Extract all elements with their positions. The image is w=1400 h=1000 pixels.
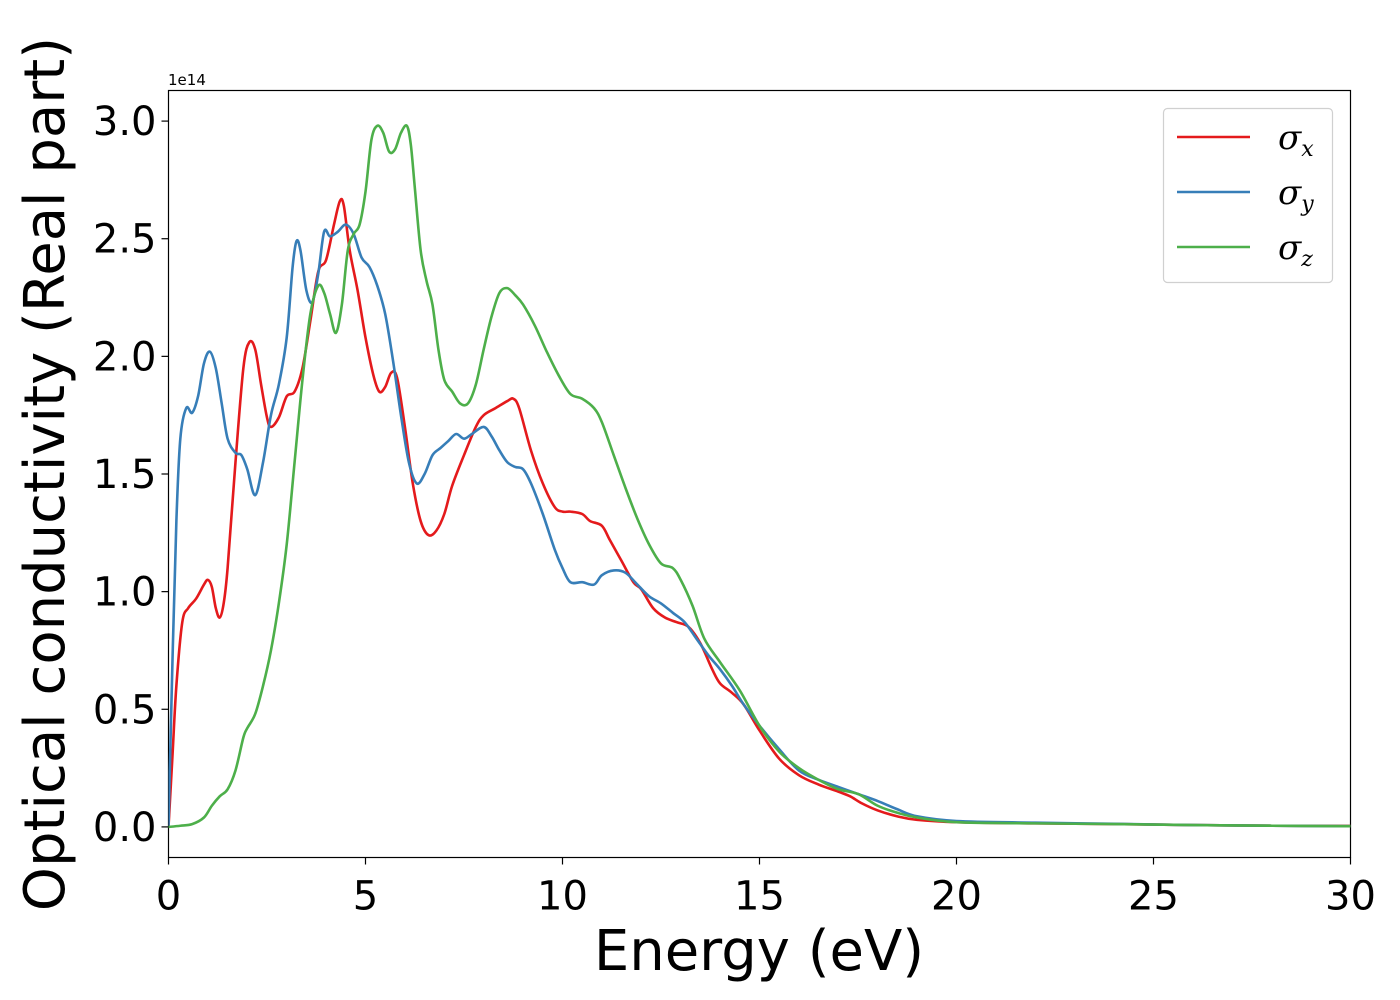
x-tick-label: 5 — [353, 874, 378, 920]
legend-box — [1162, 107, 1334, 284]
legend-label-x: σx — [1278, 118, 1314, 162]
y-tick-label: 1.0 — [93, 570, 157, 616]
x-tick-label: 0 — [156, 874, 181, 920]
plot-area: 0 5 10 15 20 25 30 0.0 0.5 1.0 1.5 2.0 2.5 3.0 — [93, 89, 1376, 920]
series-line-x — [168, 197, 1351, 828]
x-tick-label: 25 — [1128, 874, 1179, 920]
y-tick-label: 1.5 — [93, 452, 157, 498]
legend: σx σy σz — [1162, 107, 1334, 284]
series-line-z — [168, 124, 1351, 829]
legend-label-z: σz — [1278, 228, 1313, 272]
y-offset-label: 1e14 — [168, 71, 206, 89]
y-axis: 0.0 0.5 1.0 1.5 2.0 2.5 3.0 — [93, 99, 169, 851]
y-tick-label: 0.5 — [93, 687, 157, 733]
x-tick-label: 15 — [734, 874, 785, 920]
y-tick-label: 2.0 — [93, 334, 157, 380]
y-tick-label: 2.5 — [93, 217, 157, 263]
y-axis-title: Optical conductivity (Real part) — [13, 37, 78, 911]
y-tick-label: 0.0 — [93, 805, 157, 851]
x-axis-title: Energy (eV) — [594, 919, 924, 984]
legend-label-y: σy — [1278, 173, 1314, 217]
x-tick-label: 10 — [537, 874, 588, 920]
x-tick-label: 20 — [931, 874, 982, 920]
y-tick-label: 3.0 — [93, 99, 157, 145]
series-layer — [168, 124, 1351, 829]
x-axis: 0 5 10 15 20 25 30 — [156, 857, 1376, 920]
x-tick-label: 30 — [1325, 874, 1376, 920]
